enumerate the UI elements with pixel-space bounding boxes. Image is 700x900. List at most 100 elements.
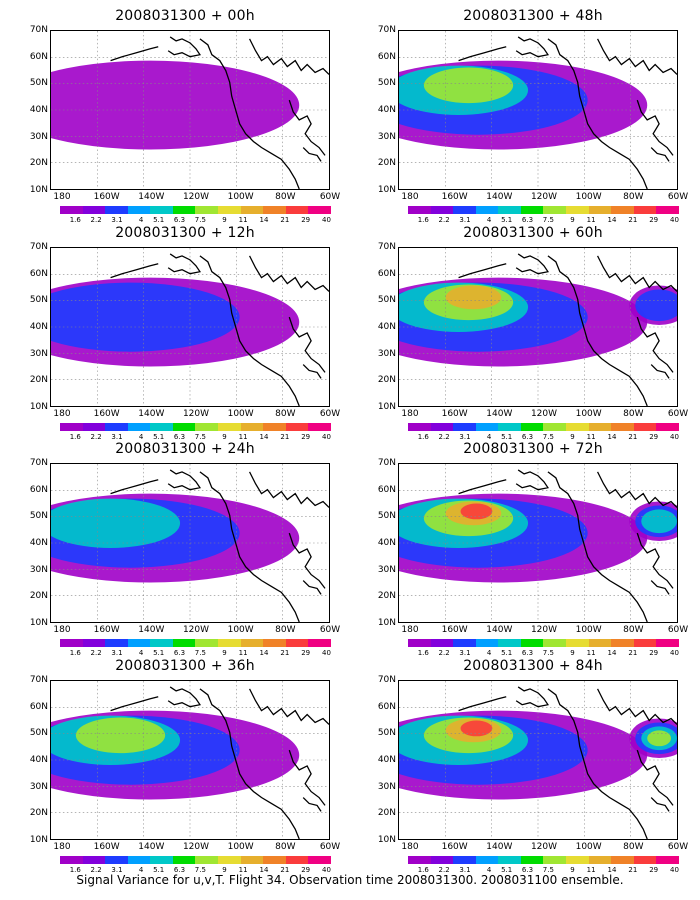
colorbar-label: 29 <box>301 216 311 224</box>
latitude-tick-label: 20N <box>377 808 396 819</box>
latitude-tick-label: 20N <box>377 158 396 169</box>
colorbar-label: 9 <box>570 649 575 657</box>
colorbar-swatch <box>633 206 657 214</box>
latitude-tick-label: 60N <box>377 51 396 62</box>
colorbar-label: 4 <box>138 216 144 224</box>
colorbar-label: 11 <box>238 216 248 224</box>
colorbar-label: 11 <box>238 866 248 874</box>
colorbar-swatch <box>82 423 106 431</box>
colorbar-swatch <box>172 206 196 214</box>
latitude-tick-label: 30N <box>377 348 396 359</box>
variance-contour <box>460 503 493 520</box>
colorbar-label: 6.3 <box>173 216 186 224</box>
latitude-tick-label: 30N <box>29 131 48 142</box>
colorbar-label: 40 <box>670 433 679 441</box>
colorbar-swatch <box>453 639 476 647</box>
latitude-tick-label: 30N <box>29 564 48 575</box>
colorbar-label: 9 <box>222 649 227 657</box>
colorbar-label: 7.5 <box>542 216 554 224</box>
colorbar-label: 21 <box>280 433 290 441</box>
colorbar-label: 40 <box>322 216 331 224</box>
latitude-tick-label: 50N <box>377 728 396 739</box>
latitude-tick-label: 50N <box>29 295 48 306</box>
colorbar-label: 29 <box>301 866 311 874</box>
longitude-tick-label: 60W <box>319 625 341 635</box>
colorbar-label: 2.2 <box>90 216 102 224</box>
longitude-tick-label: 120W <box>182 409 210 419</box>
longitude-tick-label: 60W <box>319 192 341 202</box>
colorbar-swatch <box>656 423 679 431</box>
latitude-tick-label: 50N <box>377 511 396 522</box>
colorbar-swatch <box>475 639 499 647</box>
map-panel: 2008031300 + 12h 70N 60N 50N 40N 30N 20N 10N 18… <box>20 225 360 445</box>
colorbar <box>60 639 331 647</box>
colorbar-labels: 1.6 2.2 3.1 4 5.1 6.3 7.5 9 11 14 21 29 40 <box>408 866 679 875</box>
colorbar-label: 6.3 <box>173 866 186 874</box>
colorbar-labels: 1.6 2.2 3.1 4 5.1 6.3 7.5 9 11 14 21 29 40 <box>60 649 331 658</box>
colorbar-label: 40 <box>322 866 331 874</box>
colorbar-label: 14 <box>259 649 269 657</box>
colorbar-label: 4 <box>486 216 492 224</box>
latitude-tick-label: 20N <box>377 375 396 386</box>
colorbar-swatch <box>611 856 634 864</box>
colorbar-swatch <box>656 639 679 647</box>
colorbar-swatch <box>498 423 521 431</box>
latitude-tick-label: 60N <box>29 51 48 62</box>
colorbar-swatch <box>543 423 567 431</box>
colorbar-labels: 1.6 2.2 3.1 4 5.1 6.3 7.5 9 11 14 21 29 40 <box>408 216 679 225</box>
latitude-tick-label: 10N <box>29 835 48 845</box>
longitude-tick-label: 180 <box>401 192 419 202</box>
colorbar-label: 2.2 <box>90 866 102 874</box>
variance-contour <box>423 67 514 104</box>
colorbar-label: 40 <box>670 649 679 657</box>
colorbar-label: 3.1 <box>459 433 471 441</box>
variance-contour <box>460 720 493 737</box>
longitude-tick-label: 180 <box>401 625 419 635</box>
colorbar-label: 21 <box>628 866 638 874</box>
colorbar-label: 4 <box>486 433 492 441</box>
map-panel: 2008031300 + 48h 70N 60N 50N 40N 30N 20N 10N 18… <box>368 8 700 228</box>
colorbar-label: 7.5 <box>194 216 206 224</box>
colorbar-label: 6.3 <box>173 649 186 657</box>
colorbar-label: 3.1 <box>459 216 471 224</box>
colorbar-label: 21 <box>628 649 638 657</box>
colorbar-label: 1.6 <box>69 649 81 657</box>
longitude-tick-label: 80W <box>623 625 644 635</box>
colorbar-labels: 1.6 2.2 3.1 4 5.1 6.3 7.5 9 11 14 21 29 40 <box>60 216 331 225</box>
latitude-tick-label: 40N <box>29 755 48 765</box>
latitude-tick-label: 50N <box>377 78 396 89</box>
colorbar-swatch <box>588 206 612 214</box>
colorbar-swatch <box>520 206 544 214</box>
colorbar-label: 7.5 <box>542 649 554 657</box>
colorbar-swatch <box>218 856 241 864</box>
longitude-tick-label: 160W <box>93 625 120 635</box>
latitude-tick-label: 20N <box>29 591 48 602</box>
colorbar-swatch <box>611 639 634 647</box>
colorbar-label: 11 <box>586 866 596 874</box>
colorbar-swatch <box>240 423 264 431</box>
colorbar-swatch <box>566 856 589 864</box>
variance-contour <box>51 60 300 150</box>
figure-caption: Signal Variance for u,v,T. Flight 34. Ob… <box>76 873 624 887</box>
map-panel: 2008031300 + 84h 70N 60N 50N 40N 30N 20N 10N 18… <box>368 658 700 878</box>
latitude-tick-label: 70N <box>29 458 48 468</box>
colorbar-swatch <box>475 206 499 214</box>
longitude-tick-label: 140W <box>138 625 165 635</box>
longitude-tick-label: 120W <box>182 192 210 202</box>
colorbar-swatch <box>263 639 286 647</box>
colorbar-swatch <box>633 856 657 864</box>
latitude-tick-label: 20N <box>29 808 48 819</box>
latitude-tick-label: 30N <box>377 781 396 792</box>
longitude-tick-label: 100W <box>575 192 602 202</box>
map-panel: 2008031300 + 72h 70N 60N 50N 40N 30N 20N 10N 18… <box>368 441 700 661</box>
colorbar-label: 14 <box>259 433 269 441</box>
longitude-tick-label: 60W <box>667 192 689 202</box>
colorbar-swatch <box>408 856 431 864</box>
longitude-tick-label: 100W <box>227 192 254 202</box>
colorbar-swatch <box>195 639 219 647</box>
colorbar-label: 1.6 <box>69 216 81 224</box>
colorbar-swatch <box>308 856 331 864</box>
longitude-tick-label: 180 <box>401 409 419 419</box>
panel-title: 2008031300 + 36h <box>115 658 255 674</box>
colorbar-label: 29 <box>649 649 659 657</box>
